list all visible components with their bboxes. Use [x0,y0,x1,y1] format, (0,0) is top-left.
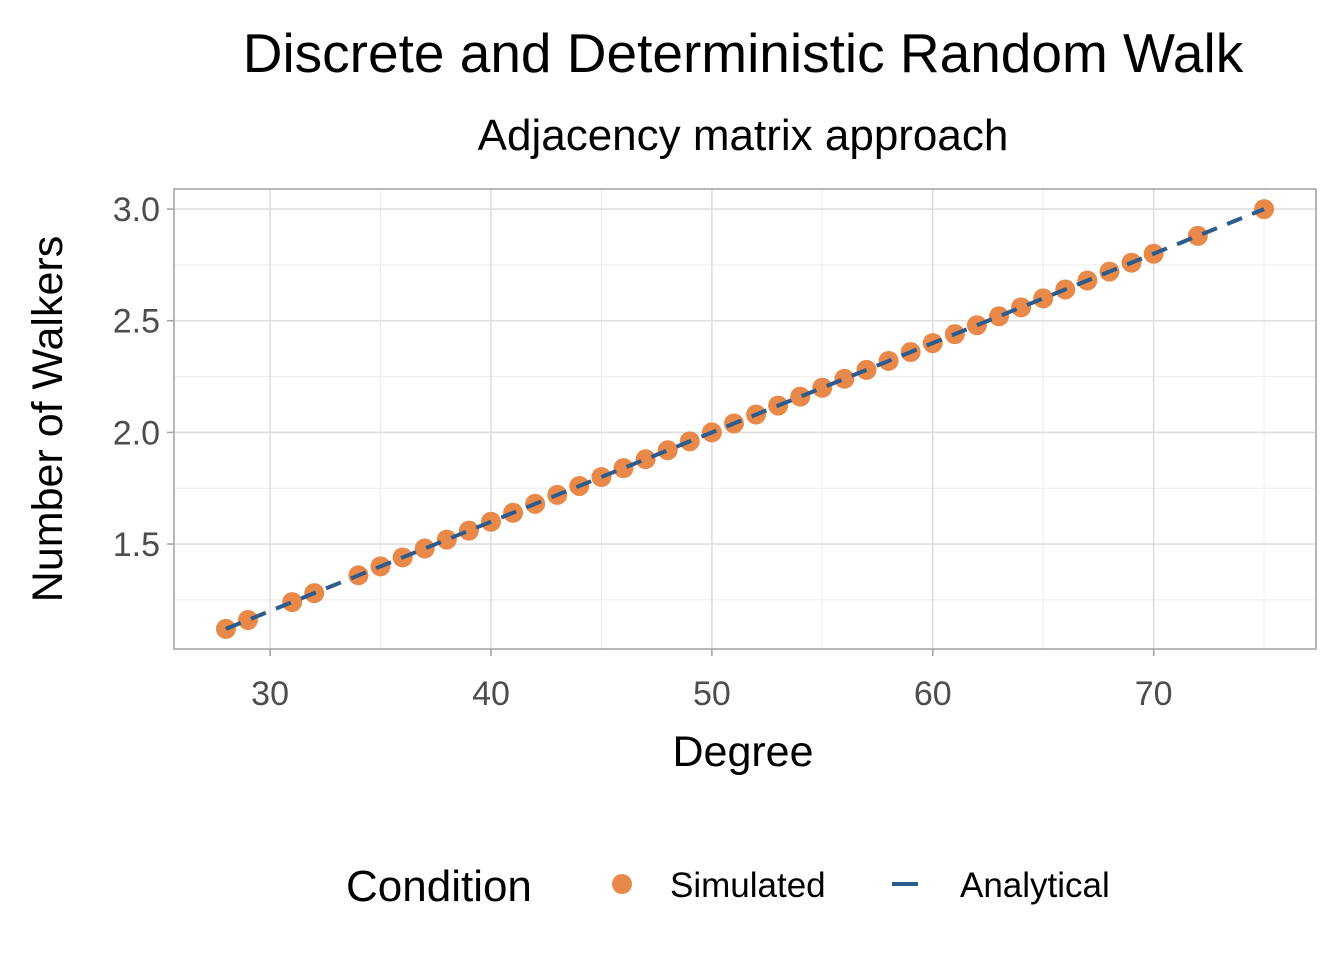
simulated-point [436,529,457,550]
simulated-point [1011,297,1032,318]
simulated-point [458,520,479,541]
x-tick-label: 70 [1135,675,1173,713]
x-tick-label: 40 [472,675,510,713]
simulated-point [812,377,833,398]
x-tick-label: 60 [914,675,952,713]
x-axis-tick-labels: 30 40 50 60 70 [251,675,1172,713]
simulated-point [1187,225,1208,246]
x-axis-title: Degree [672,728,813,776]
simulated-point [989,306,1010,327]
x-tick-label: 30 [251,675,289,713]
simulated-point [414,538,435,559]
y-axis-tick-labels: 1.5 2.0 2.5 3.0 [113,191,160,564]
axis-ticks [167,208,1155,656]
chart-subtitle: Adjacency matrix approach [478,111,1009,160]
simulated-point [1033,288,1054,309]
legend-analytical-label: Analytical [960,866,1110,905]
analytical-line [225,207,1265,631]
y-axis-title: Number of Walkers [24,236,72,602]
x-tick-label: 50 [693,675,731,713]
legend-simulated-label: Simulated [670,866,826,905]
simulated-point [657,440,678,461]
y-tick-label: 2.0 [113,414,160,452]
legend: Condition Simulated Analytical [346,862,1110,911]
y-tick-label: 2.5 [113,303,160,341]
simulated-point [282,592,303,613]
simulated-point [613,458,634,479]
simulated-point [790,386,811,407]
chart-title: Discrete and Deterministic Random Walk [243,22,1244,84]
y-tick-label: 1.5 [113,526,160,564]
grid [174,189,1316,649]
legend-simulated-key [612,874,632,894]
simulated-point [834,368,855,389]
y-tick-label: 3.0 [113,191,160,229]
simulated-series [215,199,1275,639]
analytical-series [225,207,1265,631]
plot-panel [173,188,1317,650]
simulated-point [1254,199,1275,220]
simulated-point [635,449,656,470]
simulated-point [237,609,258,630]
legend-title: Condition [346,862,532,911]
